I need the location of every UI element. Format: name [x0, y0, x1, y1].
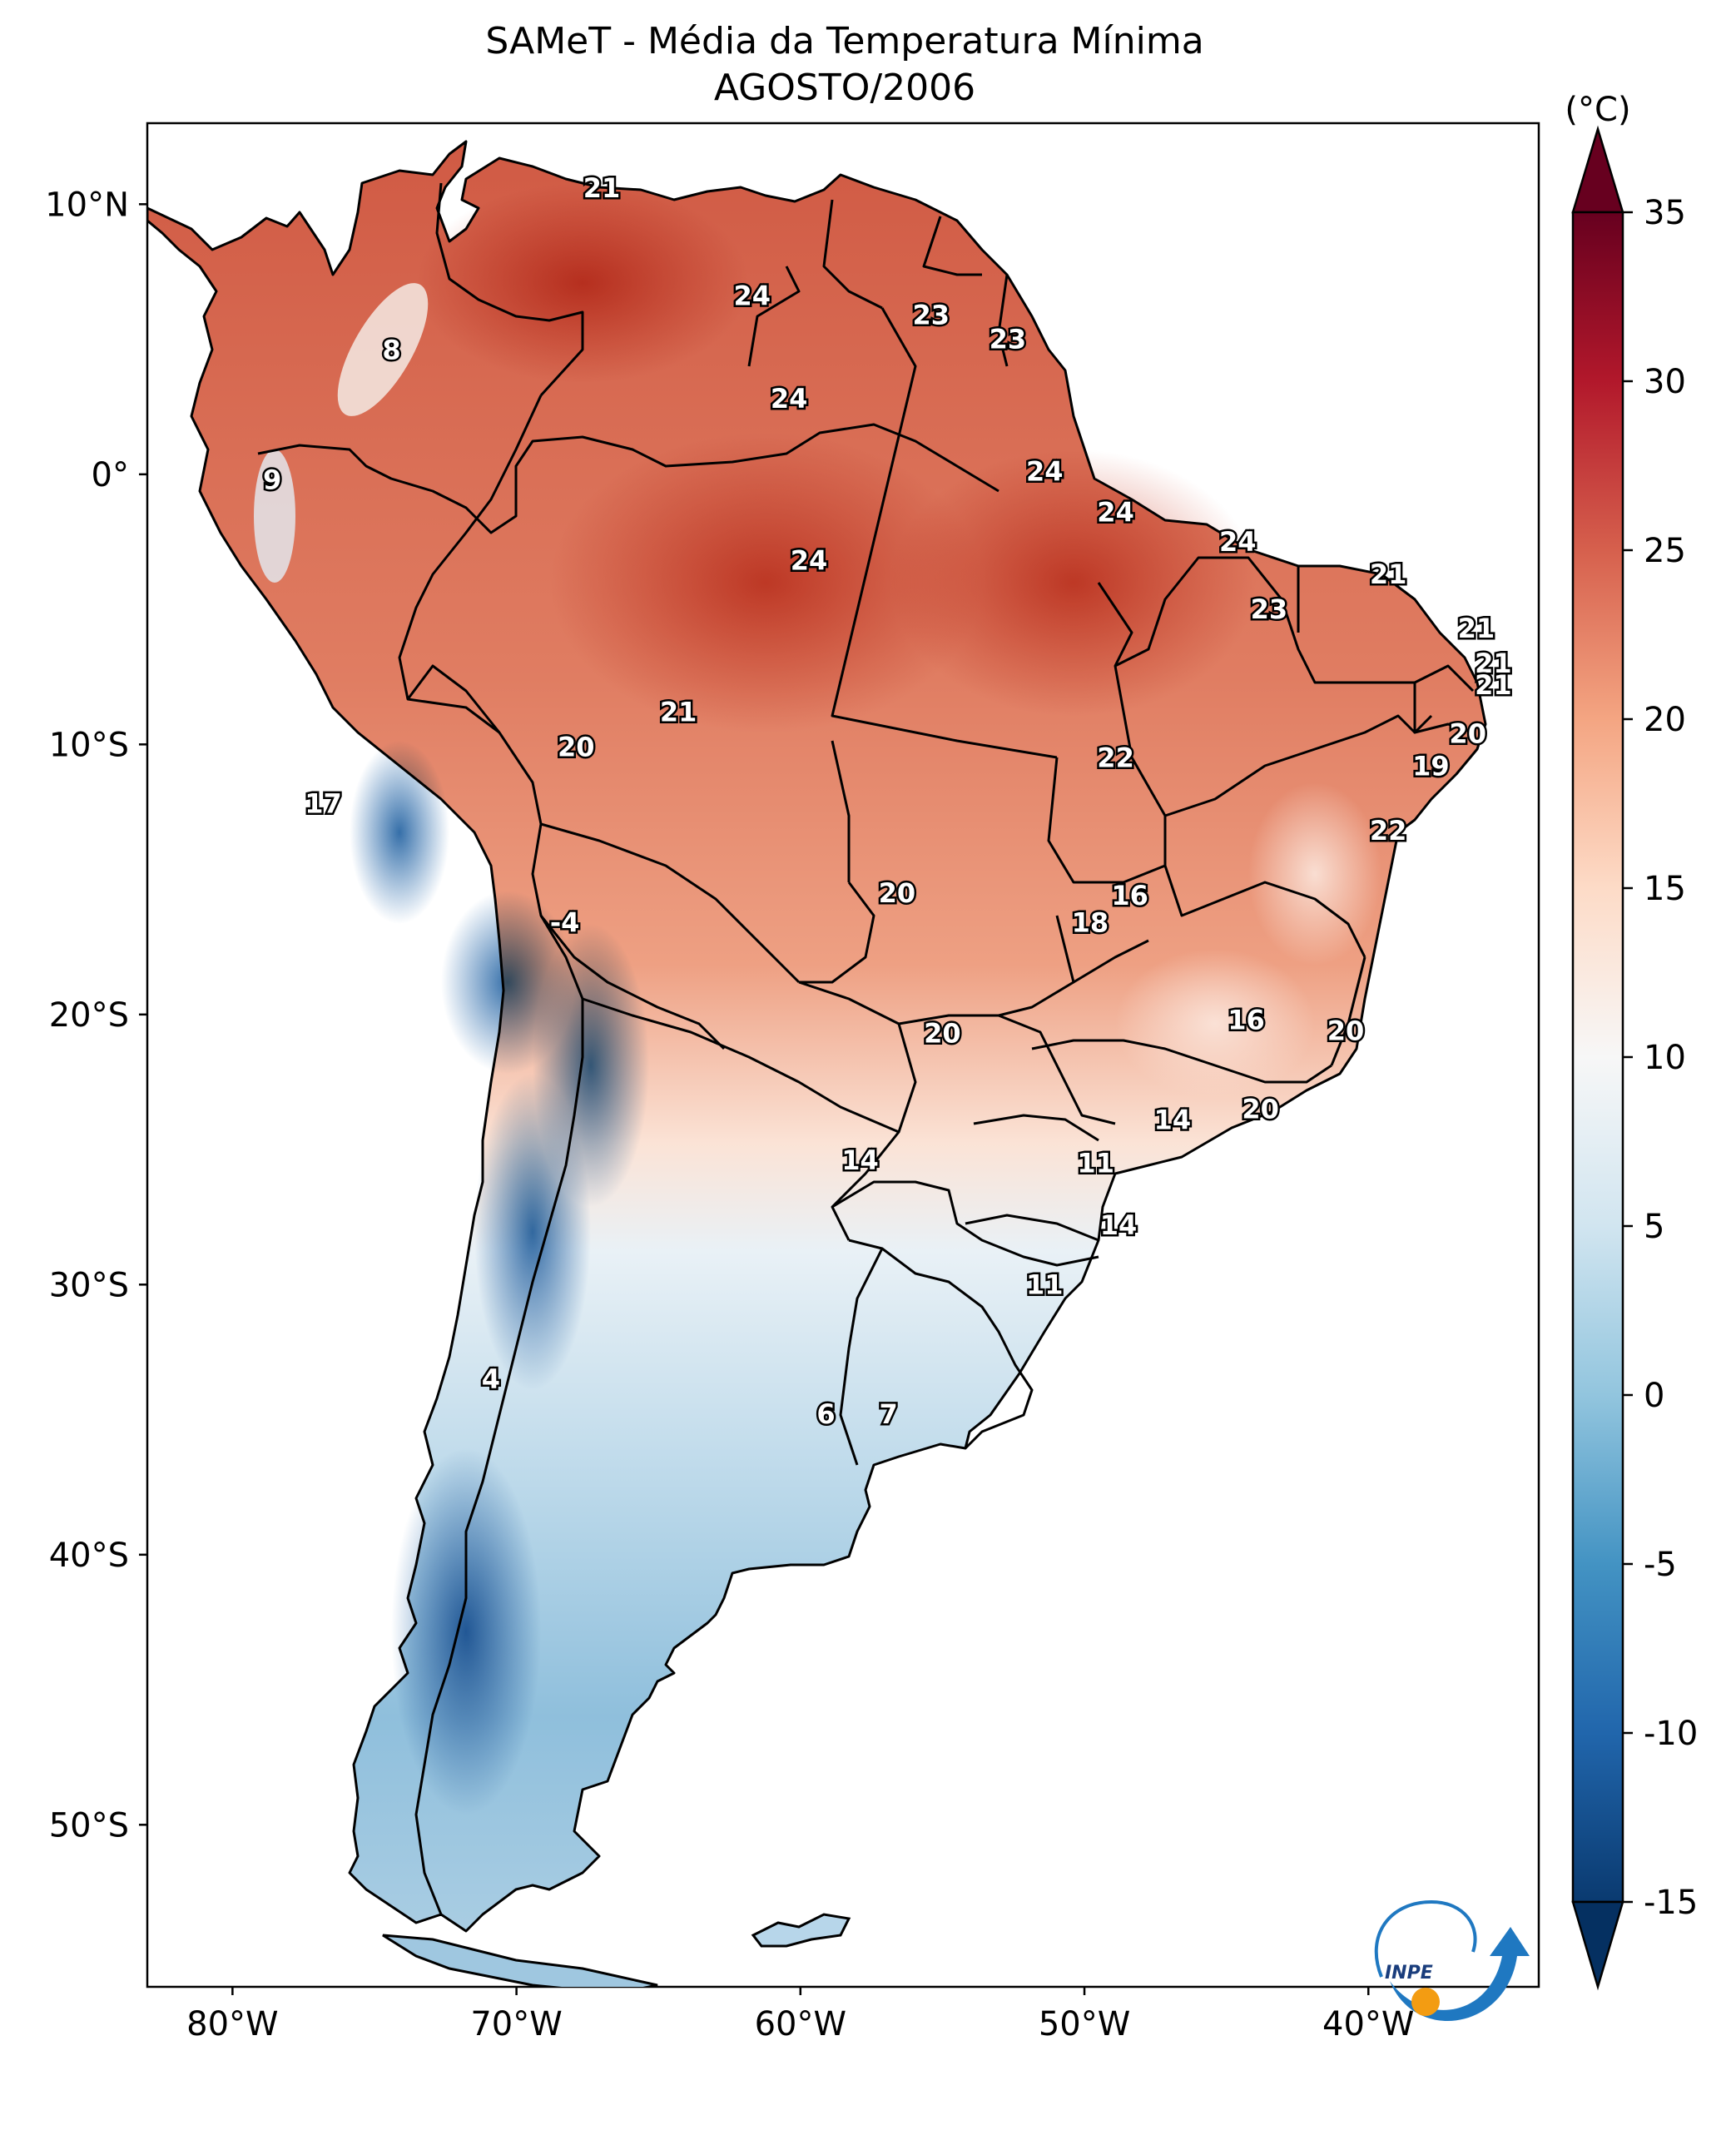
highland-cool-texture [254, 283, 1381, 1099]
map-title: SAMeT - Média da Temperatura Mínima AGOS… [0, 18, 1689, 112]
lat-tick-label: 20°S [49, 996, 129, 1035]
colorbar-tick-label: -10 [1644, 1715, 1698, 1753]
temperature-value-label: 24 [1026, 456, 1064, 488]
temperature-value-label: 20 [879, 877, 916, 909]
lon-tick-label: 60°W [755, 2005, 846, 2043]
temperature-value-label: 21 [1458, 613, 1495, 644]
colorbar-unit: (°C) [1565, 91, 1630, 129]
temperature-value-label: 18 [1072, 906, 1109, 938]
temperature-value-label: 24 [1219, 526, 1257, 558]
island-tierra-del-fuego [382, 1934, 658, 1987]
map-area [147, 140, 1487, 1987]
temperature-value-label: 21 [1370, 559, 1407, 590]
temperature-value-label: 16 [1111, 880, 1148, 911]
temperature-value-label: 23 [990, 324, 1027, 355]
temperature-value-label: 7 [879, 1398, 897, 1430]
lat-tick-label: 10°N [45, 186, 129, 224]
logo-orbit-arc [1374, 1899, 1477, 1978]
temperature-value-label: 24 [771, 383, 808, 415]
temperature-value-label: 21 [660, 696, 697, 727]
island-falklands [751, 1913, 851, 1948]
logo-swoosh [1390, 1927, 1530, 2022]
temperature-value-label: 17 [305, 788, 342, 820]
colorbar-body [1571, 211, 1624, 1904]
lon-tick-label: 40°W [1322, 2005, 1414, 2043]
colorbar-tick-label: 10 [1644, 1039, 1686, 1077]
colorbar-tick-label: -15 [1644, 1884, 1698, 1922]
temperature-value-label: 23 [1251, 593, 1288, 625]
colorbar-tick-label: 20 [1644, 701, 1686, 739]
temperature-value-label: 21 [1475, 648, 1512, 679]
lat-axis: 10°N 0° 10°S 20°S 30°S 40°S 50°S [45, 186, 147, 1845]
temperature-value-label: 11 [1026, 1269, 1064, 1300]
lon-axis: 80°W 70°W 60°W 50°W 40°W [186, 1987, 1414, 2043]
colorbar: (°C) 35 30 25 20 15 10 5 0 -5 -10 -15 [1565, 91, 1698, 1991]
temperature-value-label: 14 [841, 1144, 879, 1176]
temperature-value-label: 4 [482, 1363, 500, 1395]
colorbar-tick-label: 5 [1644, 1208, 1664, 1246]
temperature-value-label: 20 [1327, 1015, 1365, 1046]
colorbar-tick-label: -5 [1644, 1546, 1677, 1584]
temperature-value-label: 22 [1097, 742, 1134, 774]
temperature-value-label: 20 [558, 732, 595, 763]
colorbar-top-extension [1571, 125, 1624, 214]
temperature-texture [350, 183, 1257, 1815]
temperature-value-label: 20 [1449, 717, 1486, 749]
temperature-value-label: 20 [1242, 1093, 1279, 1125]
lon-tick-label: 70°W [470, 2005, 562, 2043]
lat-tick-label: 30°S [49, 1266, 129, 1304]
temperature-value-label: 11 [1077, 1147, 1114, 1179]
colorbar-tick-label: 15 [1644, 870, 1686, 908]
temperature-value-label: 6 [816, 1398, 835, 1430]
colorbar-tick-label: 0 [1644, 1377, 1664, 1415]
colorbar-tick-label: 35 [1644, 194, 1686, 232]
temperature-value-label: 19 [1412, 750, 1450, 782]
colorbar-tick-label: 25 [1644, 532, 1686, 570]
temperature-value-label: 24 [734, 281, 771, 312]
country-borders [257, 182, 1475, 1915]
temperature-value-label: -4 [550, 906, 580, 938]
lon-tick-label: 50°W [1039, 2005, 1130, 2043]
title-line-2: AGOSTO/2006 [713, 67, 976, 109]
temperature-value-label: 8 [382, 335, 400, 366]
lat-tick-label: 0° [92, 456, 129, 494]
lat-tick-label: 40°S [49, 1537, 129, 1575]
temperature-value-label: 21 [1475, 669, 1512, 701]
colorbar-ticks: 35 30 25 20 15 10 5 0 -5 -10 -15 [1623, 194, 1698, 1922]
title-line-1: SAMeT - Média da Temperatura Mínima [485, 20, 1204, 62]
temperature-value-label: 20 [924, 1018, 961, 1050]
temperature-value-label: 24 [1097, 496, 1134, 528]
temperature-value-label: 14 [1100, 1209, 1138, 1241]
temperature-value-label: 22 [1370, 815, 1407, 847]
temperature-value-label: 23 [913, 299, 950, 330]
temperature-value-label: 9 [263, 464, 281, 495]
inpe-logo: INPE [1374, 1899, 1530, 2022]
lat-tick-label: 50°S [49, 1806, 129, 1845]
logo-sun-icon [1411, 1988, 1440, 2016]
logo-text: INPE [1385, 1963, 1433, 1984]
lat-tick-label: 10°S [49, 726, 129, 764]
temperature-value-label: 14 [1154, 1104, 1192, 1135]
lon-tick-label: 80°W [186, 2005, 278, 2043]
temperature-value-label: 24 [791, 545, 828, 577]
colorbar-bottom-extension [1571, 1900, 1624, 1991]
colorbar-tick-label: 30 [1644, 363, 1686, 401]
temperature-value-label: 21 [583, 172, 621, 204]
temperature-value-label: 16 [1228, 1004, 1265, 1035]
